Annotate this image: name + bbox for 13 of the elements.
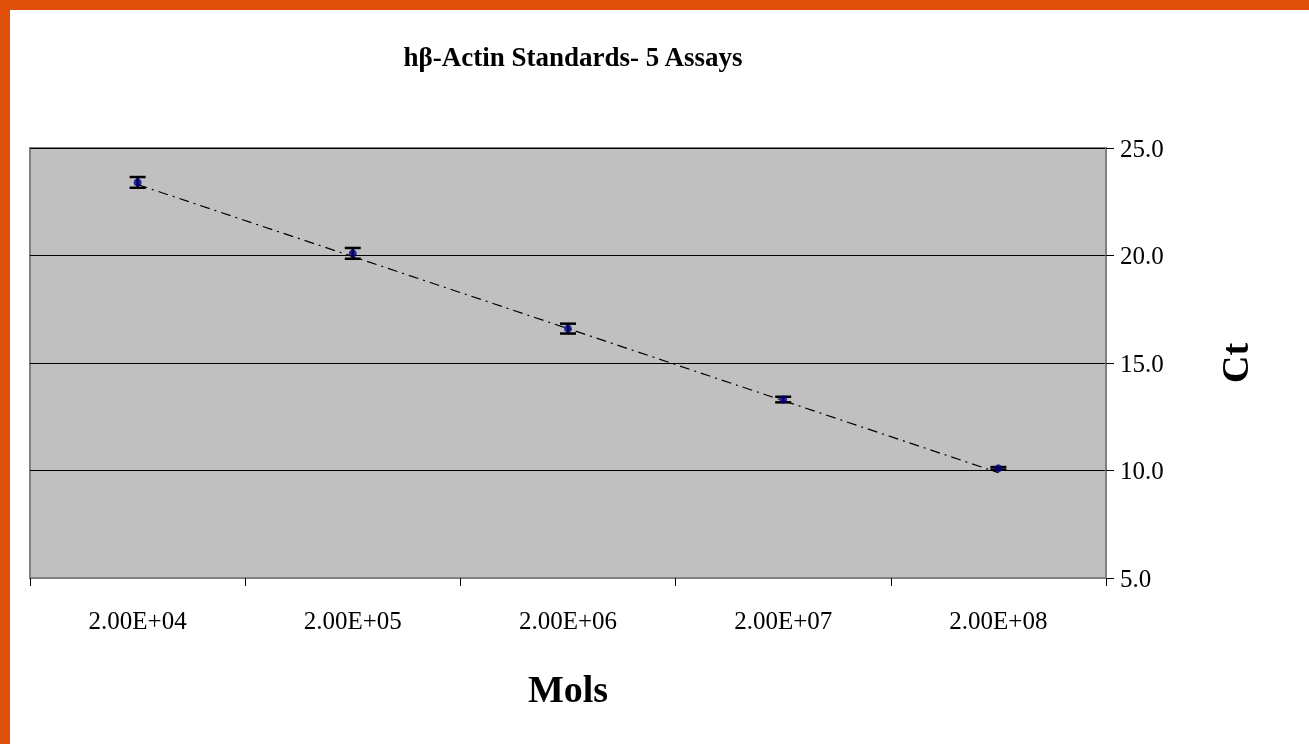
- y-axis-title: Ct: [1214, 342, 1256, 384]
- x-tick-label: 2.00E+07: [734, 607, 833, 634]
- chart-title: hβ-Actin Standards- 5 Assays: [403, 41, 743, 72]
- x-tick-label: 2.00E+05: [303, 607, 402, 634]
- y-tick-label: 25.0: [1120, 134, 1164, 162]
- y-tick-label: 20.0: [1120, 242, 1164, 269]
- x-tick-label: 2.00E+06: [518, 607, 618, 634]
- y-tick-label: 5.0: [1120, 564, 1152, 592]
- x-axis-title: Mols: [527, 668, 609, 710]
- x-tick-label: 2.00E+08: [949, 607, 1048, 634]
- y-tick-label: 10.0: [1120, 457, 1164, 484]
- x-tick-label: 2.00E+04: [88, 607, 188, 634]
- y-tick-label: 15.0: [1120, 349, 1164, 377]
